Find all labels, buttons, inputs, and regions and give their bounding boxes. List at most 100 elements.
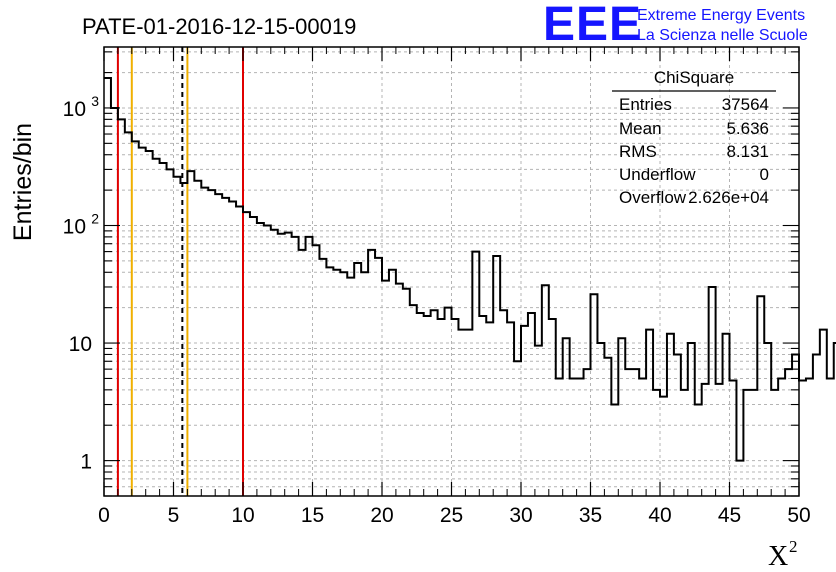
histogram-bin (285, 233, 292, 496)
x-tick-label: 30 (509, 504, 532, 527)
histogram-bin (215, 194, 222, 496)
histogram-bin (299, 250, 306, 496)
histogram-bin (577, 378, 584, 496)
histogram-bin (611, 405, 618, 496)
x-tick-label: 5 (168, 504, 180, 527)
histogram-bin (465, 330, 472, 496)
stats-label: RMS (619, 142, 657, 161)
logo-line-2: La Scienza nelle Scuole (637, 27, 808, 44)
histogram-bin (723, 334, 730, 496)
histogram-bin (827, 378, 834, 496)
histogram-bin (563, 338, 570, 496)
histogram-bin (187, 171, 194, 496)
histogram-bin (333, 270, 340, 496)
histogram-bin (201, 188, 208, 496)
histogram-bin (174, 177, 181, 496)
histogram-bin (716, 384, 723, 496)
histogram-bin (368, 250, 375, 496)
histogram-bin (528, 313, 535, 496)
histogram-bin (743, 390, 750, 496)
histogram-bin (306, 237, 313, 496)
stats-value: 2.626e+04 (688, 188, 769, 207)
histogram-bin (556, 378, 563, 496)
histogram-bin (625, 369, 632, 496)
x-tick-label: 35 (579, 504, 602, 527)
threshold-lines (116, 47, 244, 496)
histogram-bin (535, 346, 542, 496)
histogram-bin (667, 334, 674, 496)
histogram-bin (514, 361, 521, 496)
histogram-bin (591, 294, 598, 496)
histogram-bin (653, 390, 660, 496)
histogram-bin (549, 319, 556, 496)
histogram-bin (757, 296, 764, 496)
histogram-bin (493, 256, 500, 496)
histogram-bin (375, 258, 382, 496)
y-tick-label-exponent: 2 (91, 211, 99, 227)
histogram-bin (674, 354, 681, 496)
histogram-bin (236, 207, 243, 496)
histogram-bin (472, 252, 479, 496)
histogram-bin (361, 272, 368, 496)
histogram-bin (486, 322, 493, 496)
x-axis-label: X 2 (768, 537, 798, 572)
logo-mark: EEE (543, 0, 642, 51)
histogram-bin (160, 163, 167, 496)
histogram-bin (639, 378, 646, 496)
histogram-bin (445, 308, 452, 496)
histogram-bin (709, 287, 716, 496)
histogram-bin (292, 237, 299, 496)
histogram-bin (243, 212, 250, 496)
histogram-bin (618, 338, 625, 496)
histogram-bin (326, 267, 333, 496)
histogram-bin (222, 198, 229, 496)
histogram-bin (764, 343, 771, 496)
x-tick-label: 15 (301, 504, 324, 527)
y-tick-label-exponent: 3 (91, 93, 99, 109)
histogram-bin (681, 390, 688, 496)
histogram-bin (452, 319, 459, 496)
stats-label: Overflow (619, 188, 687, 207)
y-tick-label: 10 (69, 333, 92, 356)
x-tick-label: 20 (370, 504, 393, 527)
x-tick-label: 40 (648, 504, 671, 527)
stats-box: ChiSquare Entries 37564 Mean 5.636 RMS 8… (612, 68, 776, 207)
eee-logo: EEE Extreme Energy Events La Scienza nel… (543, 0, 808, 51)
histogram-bin (111, 108, 118, 496)
histogram-bin (118, 119, 125, 496)
histogram-bin (479, 316, 486, 496)
histogram-bin (132, 141, 139, 496)
stats-label: Entries (619, 95, 672, 114)
histogram-bin (750, 390, 757, 496)
histogram-bin (584, 369, 591, 496)
histogram-bin (194, 181, 201, 496)
x-tick-label: 10 (231, 504, 254, 527)
histogram-bin (632, 369, 639, 496)
histogram-bin (257, 223, 264, 496)
histogram-bin (695, 405, 702, 496)
histogram-bin (271, 230, 278, 496)
histogram-bin (424, 316, 431, 496)
stats-value: 8.131 (726, 142, 769, 161)
histogram-bin (153, 159, 160, 496)
histogram-bin (730, 381, 737, 496)
histogram-bin (688, 343, 695, 496)
stats-value: 37564 (722, 95, 769, 114)
histogram-bin (438, 319, 445, 496)
histogram-bin (597, 343, 604, 496)
histogram-bin (507, 322, 514, 496)
histogram-bin (229, 202, 236, 496)
histogram-bin (736, 461, 743, 496)
x-axis-label-text: X (768, 541, 788, 572)
histogram-bin (570, 378, 577, 496)
stats-value: 5.636 (726, 119, 769, 138)
histogram-bin (778, 378, 785, 496)
histogram-bin (410, 305, 417, 496)
histogram-bin (458, 330, 465, 496)
histogram-bin (340, 272, 347, 496)
x-tick-label: 50 (787, 504, 810, 527)
histogram-bin (180, 183, 187, 496)
histogram-bin (347, 278, 354, 496)
